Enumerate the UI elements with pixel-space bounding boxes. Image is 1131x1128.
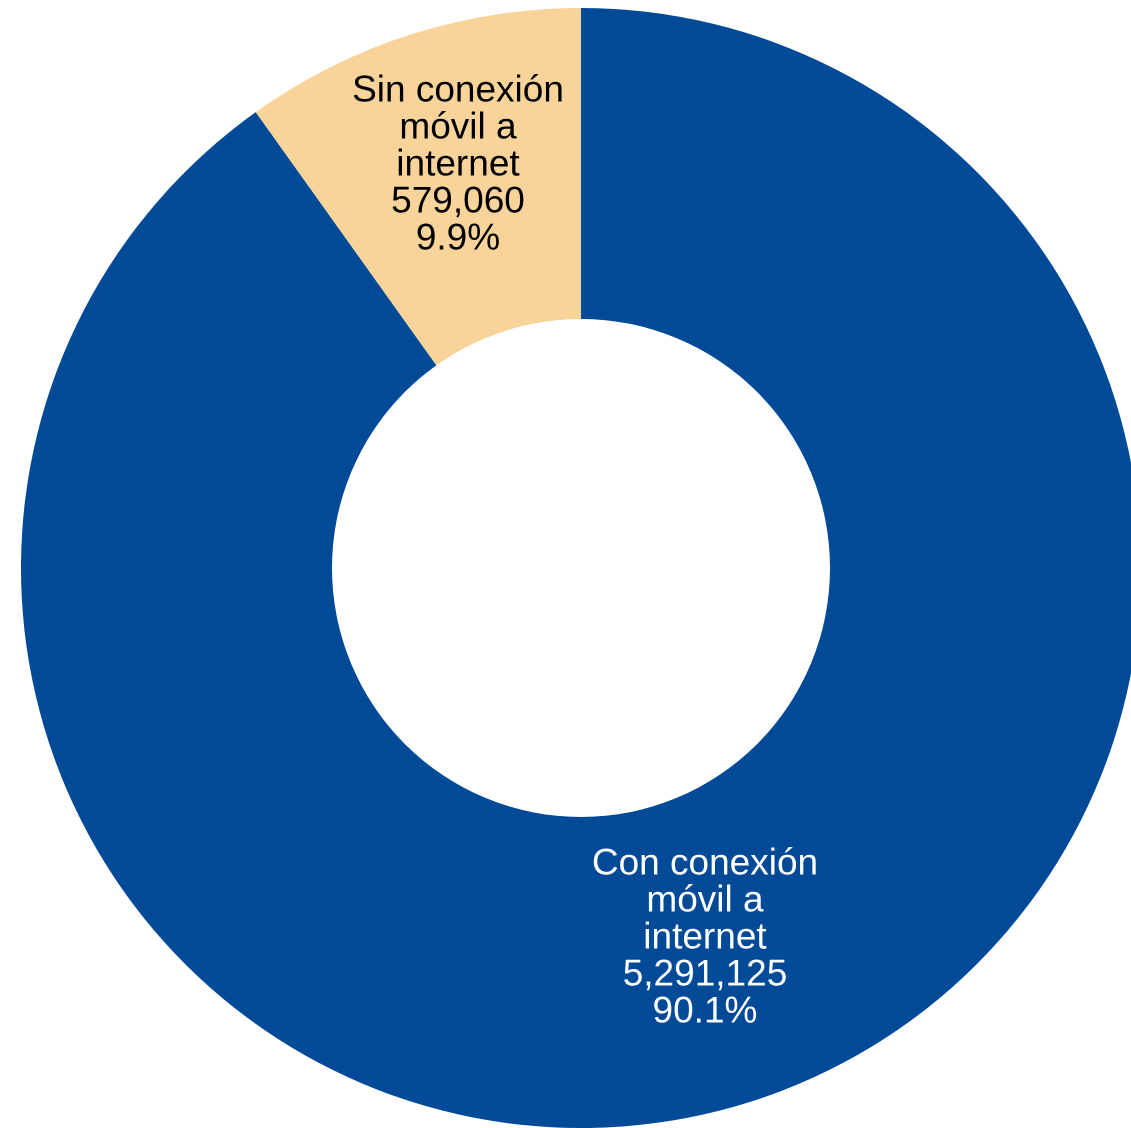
slice-value-label: 579,060	[391, 180, 525, 221]
slice-label-line: Con conexión	[592, 842, 818, 883]
slice-value-label: 5,291,125	[623, 953, 788, 994]
slice-label-line: Sin conexión	[352, 69, 564, 110]
slice-label-line: móvil a	[399, 106, 517, 147]
slice-label-line: internet	[643, 916, 767, 957]
slice-percent-label: 9.9%	[416, 217, 500, 258]
donut-hole	[332, 319, 830, 817]
slice-label-line: internet	[396, 143, 520, 184]
slice-percent-label: 90.1%	[653, 990, 758, 1031]
slice-label-line: móvil a	[646, 879, 764, 920]
